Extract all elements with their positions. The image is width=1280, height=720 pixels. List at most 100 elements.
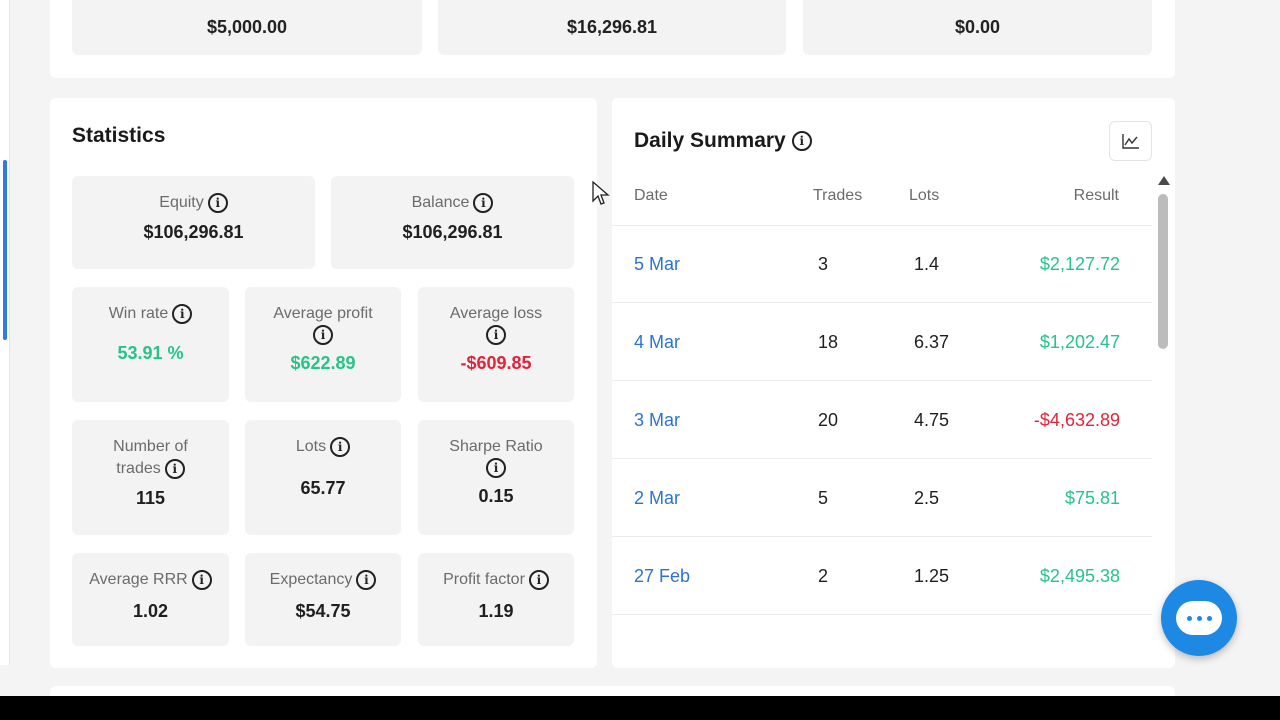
info-icon[interactable]: i [791,131,812,152]
row-date-link[interactable]: 4 Mar [634,332,681,352]
row-lots: 1.25 [914,566,950,586]
row-trades: 3 [818,254,829,274]
chart-toggle-button[interactable] [1109,121,1152,161]
info-icon[interactable]: i [356,569,377,590]
info-icon[interactable]: i [528,569,549,590]
stat-label: Average profit [273,305,373,322]
stat-value: $622.89 [290,353,356,373]
stat-info-row: i [245,325,401,345]
table-row[interactable]: 5 Mar 3 1.4 $2,127.72 [612,225,1152,303]
chat-dot [1196,615,1202,621]
row-lots: 2.5 [914,488,940,508]
column-header-result[interactable]: Result [1073,187,1119,204]
info-icon[interactable]: i [313,325,333,345]
daily-summary-title: Daily Summary [634,129,786,152]
stat-info-row: i [418,325,574,345]
stat-label: Lots [295,438,327,455]
stat-value: 53.91 % [117,343,184,363]
info-icon[interactable]: i [207,192,228,213]
info-icon[interactable]: i [486,458,506,478]
row-result: $1,202.47 [1039,332,1120,352]
chat-dot [1206,615,1212,621]
info-icon[interactable]: i [486,325,506,345]
daily-summary-card: Daily Summary i Date Trades Lots Result 5… [612,98,1175,668]
row-date-link[interactable]: 2 Mar [634,488,681,508]
stat-label: trades [116,460,161,477]
screen-bottom-bar [0,696,1280,720]
stat-value: 0.15 [478,486,514,506]
stat-value: 1.02 [132,601,169,621]
summary-box-profit: $16,296.81 [438,0,786,55]
row-date-link[interactable]: 27 Feb [634,566,691,586]
daily-summary-title-row: Daily Summary i [634,129,812,153]
row-trades: 20 [818,410,839,430]
summary-value: $0.00 [954,17,1001,37]
stat-sharpe-ratio: Sharpe Ratio i 0.15 [418,420,574,535]
scroll-up-arrow-icon[interactable] [1158,176,1170,185]
table-scrollbar[interactable] [1157,176,1170,656]
line-chart-icon [1121,134,1139,149]
row-lots: 6.37 [914,332,950,352]
row-result: $2,127.72 [1039,254,1120,274]
stat-value: $106,296.81 [402,222,503,242]
table-row[interactable]: 2 Mar 5 2.5 $75.81 [612,459,1152,537]
column-header-date[interactable]: Date [634,187,668,204]
stat-balance: Balance i $106,296.81 [331,176,574,269]
stat-equity: Equity i $106,296.81 [72,176,315,269]
stat-label-row: Profit factor i [418,569,574,591]
stat-label-row: Lots i [245,436,401,458]
info-icon[interactable]: i [164,458,185,479]
summary-box-other: $0.00 [803,0,1152,55]
stat-value: 1.19 [478,601,514,621]
mouse-pointer-icon [592,181,610,205]
row-lots: 4.75 [914,410,950,430]
row-date-link[interactable]: 5 Mar [634,254,681,274]
stat-expectancy: Expectancy i $54.75 [245,553,401,646]
stat-label: Sharpe Ratio [449,438,543,455]
summary-value: $5,000.00 [206,17,288,37]
row-result: -$4,632.89 [1033,410,1120,430]
info-icon[interactable]: i [172,303,193,324]
header-divider [612,225,1152,226]
stat-win-rate: Win rate i 53.91 % [72,287,229,402]
stat-value: 115 [135,488,166,508]
statistics-card: Statistics Equity i $106,296.81 Balance i … [50,98,597,668]
stat-label-row: Win rate i [72,303,229,325]
stat-value: $106,296.81 [143,222,244,242]
column-header-trades[interactable]: Trades [813,187,863,204]
chat-dot [1186,615,1192,621]
row-trades: 5 [818,488,829,508]
stat-number-of-trades: Number of trades i 115 [72,420,229,535]
stat-value: -$609.85 [460,353,532,373]
stat-label-row: Equity i [72,192,315,214]
stat-label-row: Balance i [331,192,574,214]
info-icon[interactable]: i [473,192,494,213]
stat-label: Number of [113,438,188,455]
stat-label: Equity [159,194,204,211]
account-summary-card: $5,000.00 $16,296.81 $0.00 [50,0,1175,78]
row-date-link[interactable]: 3 Mar [634,410,681,430]
summary-box-initial-balance: $5,000.00 [72,0,422,55]
stat-profit-factor: Profit factor i 1.19 [418,553,574,646]
column-header-lots[interactable]: Lots [909,187,940,204]
summary-value: $16,296.81 [566,17,658,37]
row-trades: 2 [818,566,829,586]
stat-average-loss: Average loss i -$609.85 [418,287,574,402]
scroll-thumb[interactable] [1158,194,1168,349]
table-row[interactable]: 27 Feb 2 1.25 $2,495.38 [612,537,1152,615]
stat-label: Win rate [108,305,169,322]
next-section-card [50,686,1175,698]
row-lots: 1.4 [914,254,940,274]
chat-button[interactable] [1161,580,1237,656]
table-row[interactable]: 4 Mar 18 6.37 $1,202.47 [612,303,1152,381]
table-row[interactable]: 3 Mar 20 4.75 -$4,632.89 [612,381,1152,459]
stat-lots: Lots i 65.77 [245,420,401,535]
stat-label-row: Average RRR i [72,569,229,591]
info-icon[interactable]: i [191,569,212,590]
stat-label: Profit factor [443,571,525,588]
stat-label: Balance [411,194,470,211]
stat-label: Expectancy [269,571,353,588]
sidebar-scroll-indicator[interactable] [3,160,7,340]
info-icon[interactable]: i [330,436,351,457]
row-result: $2,495.38 [1039,566,1120,586]
